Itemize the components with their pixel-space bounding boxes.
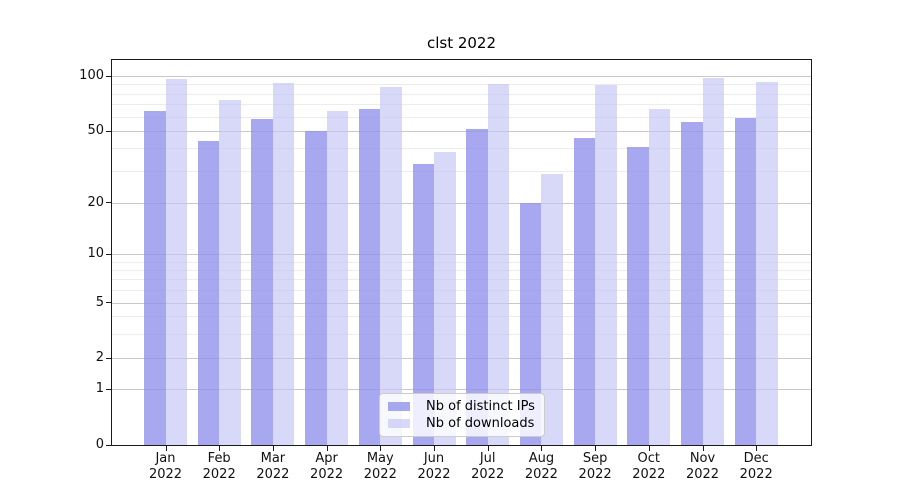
y-tick-mark [106,444,111,446]
bar-distinct-ips [358,108,381,445]
bars-layer [112,60,811,445]
major-gridline [112,254,811,256]
x-tick-mark [756,446,758,451]
legend-label-distinct-ips: Nb of distinct IPs [426,399,535,414]
bar-distinct-ips [305,131,327,445]
legend-label-downloads: Nb of downloads [426,416,535,431]
legend-item-downloads: Nb of downloads [388,415,536,432]
y-tick-mark [106,130,111,132]
bar-downloads [541,173,563,445]
bar-downloads [756,81,778,445]
bar-downloads [219,99,241,445]
x-tick-label: Oct 2022 [632,451,666,482]
x-tick-label: Jan 2022 [148,451,183,482]
bar-distinct-ips [734,117,757,445]
x-tick-mark [272,446,274,451]
x-tick-mark [648,446,650,451]
x-tick-label: May 2022 [363,451,397,482]
y-tick-label: 0 [95,437,104,452]
x-tick-mark [541,446,543,451]
legend-item-distinct-ips: Nb of distinct IPs [388,398,536,415]
bar-downloads [380,87,402,445]
x-tick-label: Dec 2022 [739,451,773,482]
x-tick-mark [702,446,704,451]
y-tick-mark [106,388,111,390]
minor-gridline [112,279,811,281]
major-gridline [112,76,811,77]
y-tick-label: 20 [87,194,104,210]
bar-distinct-ips [144,111,166,445]
y-tick-label: 5 [95,294,104,310]
minor-gridline [112,333,811,335]
bar-distinct-ips [627,146,649,445]
bar-distinct-ips [412,163,434,445]
y-tick-mark [106,302,111,304]
bar-distinct-ips [251,119,273,445]
bar-downloads [648,108,671,445]
x-tick-label: Apr 2022 [310,451,344,482]
bar-distinct-ips [519,202,542,445]
x-tick-label: Sep 2022 [578,451,612,482]
bar-downloads [595,85,617,445]
minor-gridline [112,269,811,271]
legend-swatch-downloads [388,419,410,428]
x-tick-mark [487,446,489,451]
x-tick-label: Nov 2022 [685,451,720,482]
y-tick-label: 50 [87,123,104,138]
legend: Nb of distinct IPs Nb of downloads [379,393,545,437]
bar-downloads [272,82,295,445]
minor-gridline [112,104,811,106]
gridlines-layer [112,60,811,445]
bar-distinct-ips [681,122,703,445]
minor-gridline [112,316,811,318]
minor-gridline [112,93,811,95]
legend-swatch-distinct-ips [388,402,410,411]
minor-gridline [112,289,811,291]
x-tick-label: Feb 2022 [202,451,236,482]
minor-gridline [112,116,811,118]
x-tick-label: Mar 2022 [256,451,290,482]
chart-title: clst 2022 [426,34,497,52]
major-gridline [112,202,811,204]
minor-gridline [112,261,811,263]
bar-downloads [487,84,510,445]
x-tick-mark [434,446,435,451]
bar-downloads [165,79,187,445]
minor-gridline [112,84,811,86]
minor-gridline [112,148,811,150]
plot-area: Nb of distinct IPs Nb of downloads [111,59,812,446]
y-tick-mark [106,253,111,255]
x-tick-label: Aug 2022 [524,451,558,482]
x-tick-mark [380,446,382,451]
y-tick-label: 10 [87,246,104,262]
y-tick-label: 2 [95,350,104,366]
x-tick-mark [165,446,167,451]
y-tick-mark [106,75,111,77]
x-tick-mark [219,446,221,451]
x-tick-label: Jul 2022 [471,451,505,482]
x-tick-label: Jun 2022 [417,451,451,482]
x-tick-mark [326,446,328,451]
bar-downloads [326,111,349,445]
bar-distinct-ips [197,141,220,445]
major-gridline [112,131,811,132]
y-tick-label: 100 [79,68,104,83]
major-gridline [112,389,811,390]
major-gridline [112,358,811,360]
bar-downloads [434,152,456,445]
bar-downloads [702,78,724,445]
y-tick-mark [106,202,111,204]
y-tick-label: 1 [95,381,104,396]
bar-distinct-ips [466,129,488,445]
y-tick-mark [106,357,111,359]
x-tick-mark [595,446,597,451]
major-gridline [112,302,811,304]
bar-distinct-ips [573,137,596,445]
minor-gridline [112,170,811,172]
